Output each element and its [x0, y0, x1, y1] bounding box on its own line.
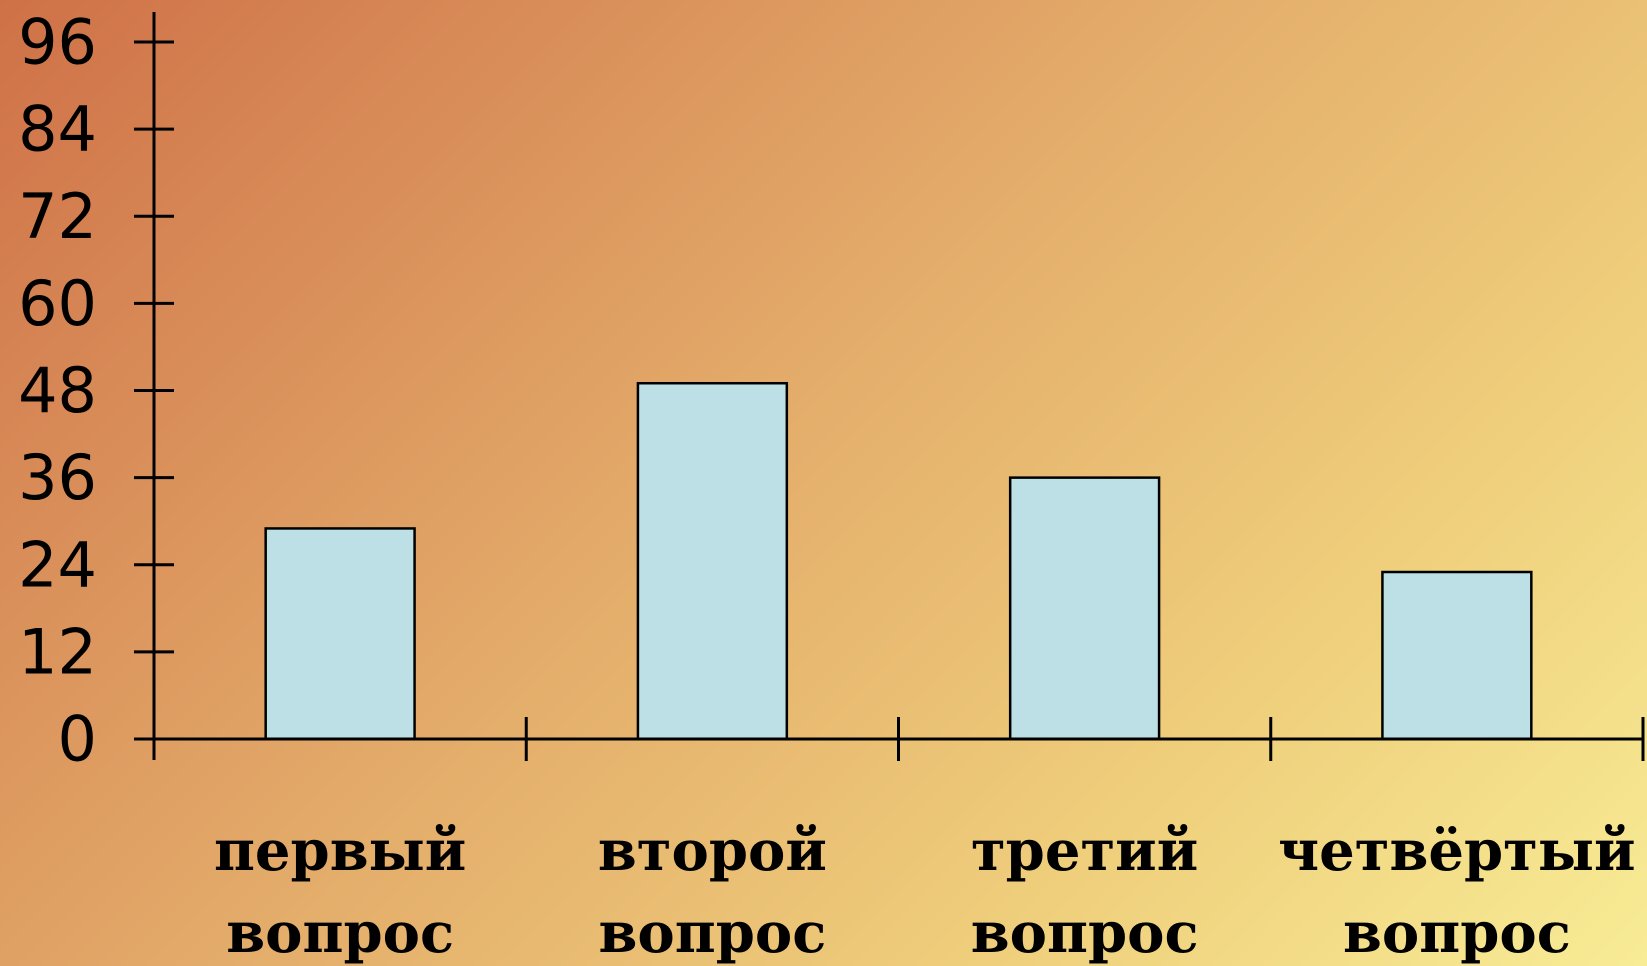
bar-2 [636, 381, 789, 741]
x-category-label: четвёртый [1278, 818, 1635, 884]
y-tick-label: 48 [18, 354, 97, 427]
bar-4 [1381, 570, 1533, 741]
bar-1 [264, 527, 416, 741]
x-category-label: вопрос [226, 900, 454, 966]
bar-3 [1008, 476, 1161, 741]
y-tick-label: 24 [18, 528, 97, 601]
bars [264, 381, 1533, 741]
x-category-label: второй [598, 818, 827, 884]
y-tick-label: 72 [18, 180, 97, 253]
x-category-label: вопрос [598, 900, 826, 966]
y-tick-label: 12 [18, 615, 97, 688]
y-axis: 0 12 24 36 48 60 72 84 96 [18, 6, 174, 776]
x-axis: первый вопрос второй вопрос третий вопрос четв… [134, 717, 1645, 966]
y-tick-label: 60 [18, 267, 97, 340]
y-tick-label: 96 [18, 6, 97, 79]
x-category-label: вопрос [971, 900, 1199, 966]
x-category-label: первый [214, 818, 466, 884]
y-tick-label: 36 [18, 441, 97, 514]
x-category-label: третий [971, 818, 1198, 884]
y-tick-label: 0 [58, 703, 97, 776]
y-tick-label: 84 [18, 93, 97, 166]
x-category-label: вопрос [1343, 900, 1571, 966]
